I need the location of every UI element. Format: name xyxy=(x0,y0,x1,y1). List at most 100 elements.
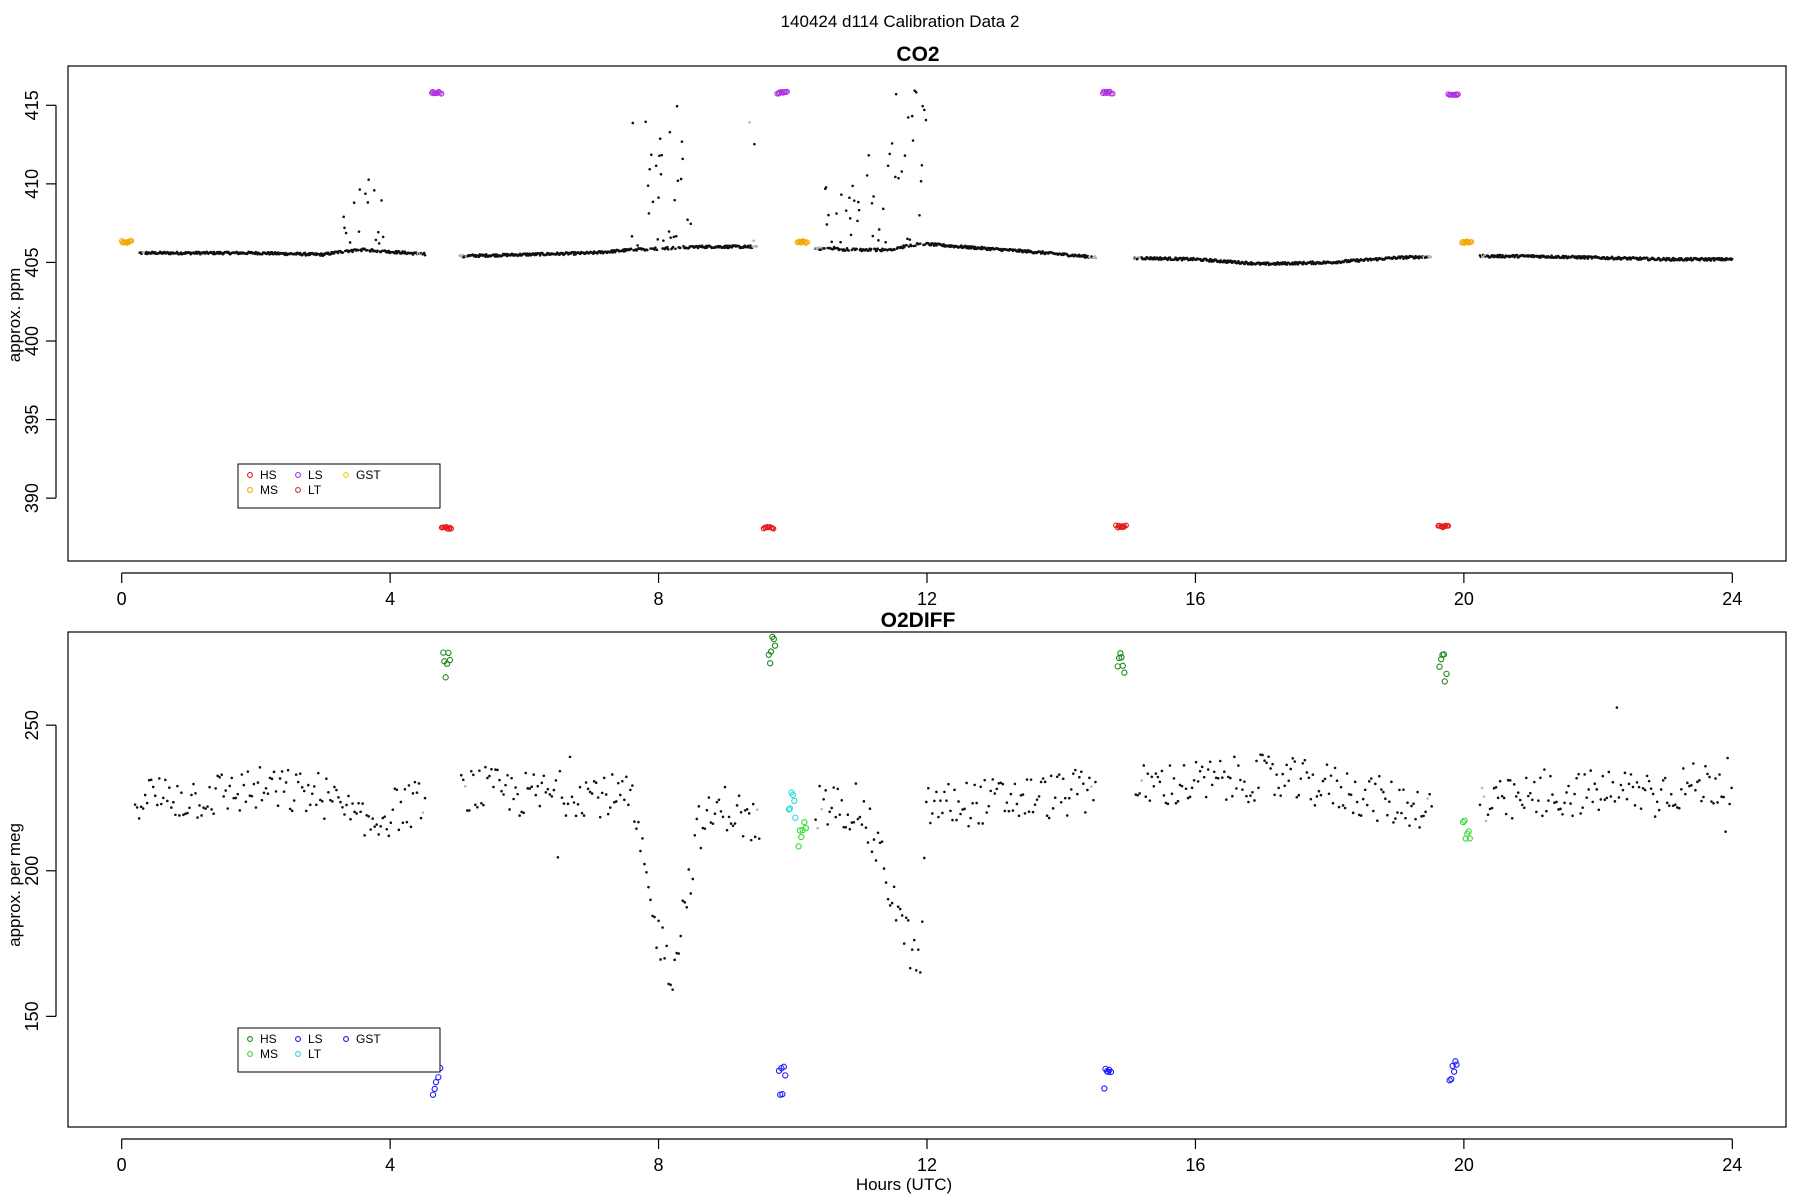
o2diff-data-point xyxy=(880,840,884,843)
co2-data-point xyxy=(903,154,907,157)
o2diff-data-point xyxy=(931,812,934,815)
co2-data-point xyxy=(1180,258,1184,262)
o2diff-calibration-point xyxy=(440,649,447,656)
o2diff-calibration-point xyxy=(791,797,798,805)
o2diff-data-point xyxy=(1621,788,1625,792)
o2diff-data-point xyxy=(824,789,827,792)
o2diff-data-point xyxy=(1025,778,1029,781)
o2diff-data-point xyxy=(955,818,958,822)
co2-data-point xyxy=(870,202,874,205)
co2-y-tick-label: 395 xyxy=(22,405,42,435)
o2diff-data-point xyxy=(1633,804,1637,807)
co2-y-axis-label: approx. ppm xyxy=(5,268,24,363)
co2-data-point xyxy=(865,174,869,177)
o2diff-data-point xyxy=(480,801,483,805)
o2diff-data-point xyxy=(663,957,666,960)
o2diff-data-point xyxy=(1478,803,1482,807)
o2diff-data-point xyxy=(619,793,622,797)
co2-data-point xyxy=(1168,256,1172,259)
o2diff-data-point xyxy=(997,782,1001,785)
co2-data-point xyxy=(747,246,751,249)
o2diff-calibration-point xyxy=(798,833,805,841)
co2-data-point xyxy=(877,228,881,231)
o2diff-data-point xyxy=(1667,804,1671,807)
o2diff-data-point xyxy=(906,919,910,922)
o2diff-data-point xyxy=(232,796,236,800)
co2-data-point xyxy=(849,233,853,237)
co2-legend-marker xyxy=(343,472,349,478)
o2diff-data-point xyxy=(735,804,739,807)
o2diff-data-point xyxy=(1653,815,1657,818)
o2diff-data-point xyxy=(1635,781,1639,784)
co2-data-point xyxy=(376,249,379,252)
o2diff-data-point xyxy=(1522,806,1526,810)
o2diff-data-point xyxy=(1166,802,1170,806)
co2-data-point xyxy=(662,239,665,242)
co2-calibration-point xyxy=(1468,239,1475,245)
o2diff-data-point xyxy=(600,791,604,795)
o2diff-data-point xyxy=(1206,768,1210,771)
o2diff-data-point xyxy=(218,776,221,779)
o2diff-data-point xyxy=(637,820,640,824)
o2diff-data-point xyxy=(578,785,582,789)
o2diff-data-point xyxy=(1265,761,1268,765)
o2diff-data-point xyxy=(290,809,294,813)
o2diff-data-point xyxy=(1067,796,1071,800)
co2-data-point xyxy=(381,235,385,239)
o2diff-data-point xyxy=(679,934,683,938)
o2diff-data-point xyxy=(1589,769,1593,772)
co2-data-point xyxy=(894,175,897,179)
o2diff-calibration-point xyxy=(1453,1061,1460,1068)
o2diff-data-point xyxy=(417,782,421,785)
o2diff-data-point xyxy=(816,826,819,830)
o2diff-data-point xyxy=(1277,786,1280,790)
o2diff-calibration-point xyxy=(431,1085,438,1093)
o2diff-data-point xyxy=(196,816,199,819)
o2diff-data-point xyxy=(1021,793,1025,796)
o2diff-data-point xyxy=(1363,788,1367,792)
o2diff-data-point xyxy=(532,773,536,776)
co2-calibration-point xyxy=(804,239,811,246)
o2diff-data-point xyxy=(747,812,751,815)
co2-data-point xyxy=(679,246,682,250)
co2-panel-title: CO2 xyxy=(896,43,939,66)
co2-x-tick-label: 0 xyxy=(117,589,127,609)
o2diff-data-point xyxy=(1225,798,1228,801)
o2diff-data-point xyxy=(325,777,328,780)
o2diff-data-point xyxy=(204,807,207,810)
o2diff-data-point xyxy=(266,792,270,795)
o2diff-data-point xyxy=(697,805,701,808)
o2diff-data-point xyxy=(608,806,612,809)
o2diff-data-point xyxy=(604,793,608,796)
o2diff-calibration-point xyxy=(1440,651,1448,658)
o2diff-data-point xyxy=(1704,764,1707,768)
co2-data-point xyxy=(748,121,751,124)
o2diff-legend-marker xyxy=(295,1036,301,1042)
o2diff-data-point xyxy=(1361,797,1365,801)
o2diff-data-point xyxy=(705,808,709,812)
o2diff-data-point xyxy=(302,789,306,793)
o2diff-data-point xyxy=(395,788,399,792)
o2diff-data-point xyxy=(476,805,479,809)
o2diff-data-point xyxy=(1180,784,1184,788)
o2diff-data-point xyxy=(1329,774,1333,777)
o2diff-data-point xyxy=(278,777,282,780)
o2diff-data-point xyxy=(1188,795,1192,799)
o2diff-data-point xyxy=(298,772,302,775)
o2diff-data-point xyxy=(1551,793,1554,796)
co2-data-point xyxy=(668,130,672,134)
o2diff-data-point xyxy=(709,821,713,824)
o2diff-data-point xyxy=(470,769,473,773)
o2diff-data-point xyxy=(939,799,942,802)
o2diff-data-point xyxy=(1323,777,1327,781)
o2diff-data-point xyxy=(184,812,187,816)
o2diff-data-point xyxy=(466,809,469,812)
o2diff-data-point xyxy=(153,794,157,798)
o2diff-data-point xyxy=(898,907,902,911)
o2diff-data-point xyxy=(1353,780,1357,784)
o2diff-data-point xyxy=(1220,776,1224,779)
o2diff-calibration-point xyxy=(796,827,804,834)
o2diff-data-point xyxy=(739,811,743,814)
o2diff-data-point xyxy=(1303,758,1307,762)
co2-data-point xyxy=(881,207,885,211)
